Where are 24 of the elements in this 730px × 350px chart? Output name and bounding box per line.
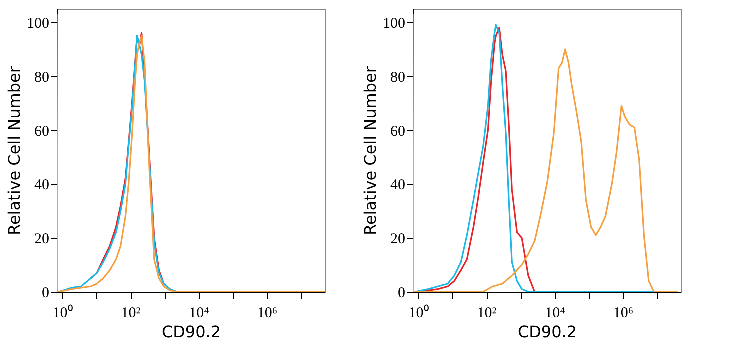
y-tick-label: 100 (383, 16, 406, 32)
y-tick-label: 40 (390, 178, 406, 194)
y-tick-label: 20 (390, 232, 406, 248)
y-tick-label: 20 (34, 232, 50, 248)
x-axis-title: CD90.2 (518, 322, 578, 342)
x-tick-label: 10⁰ (408, 304, 429, 322)
x-tick-label: 10² (121, 306, 142, 322)
y-axis-title: Relative Cell Number (5, 66, 24, 236)
y-tick-label: 80 (34, 70, 50, 86)
x-tick-label: 10⁴ (189, 306, 210, 322)
y-tick-label: 0 (398, 286, 406, 302)
x-tick-label: 10⁴ (545, 306, 566, 322)
x-tick-label: 10⁰ (52, 304, 73, 322)
y-tick-label: 60 (34, 124, 50, 140)
y-tick-label: 0 (42, 286, 50, 302)
y-tick-label: 100 (27, 16, 50, 32)
y-tick-label: 80 (390, 70, 406, 86)
x-axis-title: CD90.2 (162, 322, 222, 342)
y-tick-label: 40 (34, 178, 50, 194)
x-tick-label: 10² (477, 306, 498, 322)
y-axis-title: Relative Cell Number (361, 66, 380, 236)
x-tick-label: 10⁶ (257, 306, 278, 322)
x-tick-label: 10⁶ (613, 306, 634, 322)
y-tick-label: 60 (390, 124, 406, 140)
